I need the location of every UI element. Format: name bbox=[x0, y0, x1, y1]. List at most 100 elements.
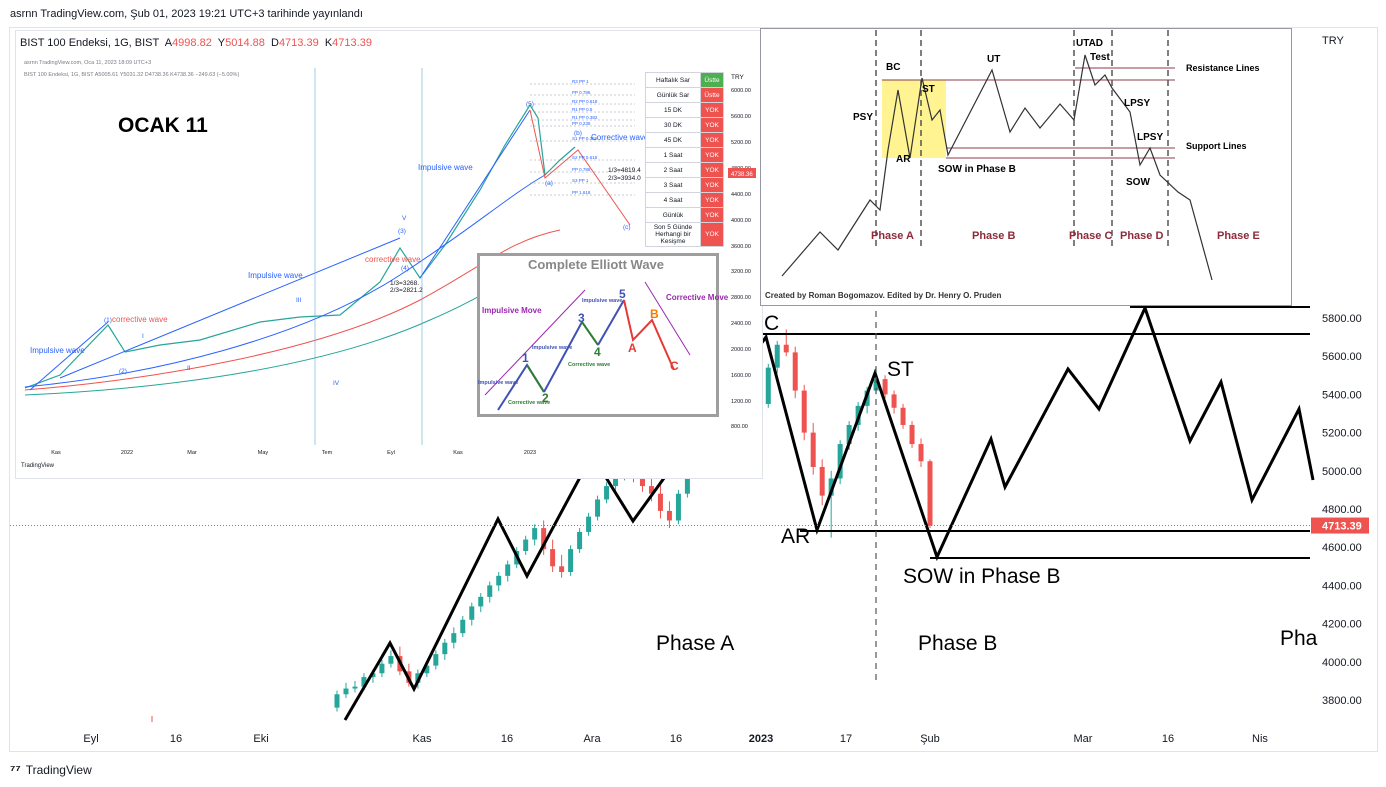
candle-body bbox=[334, 694, 340, 708]
signal-value: YOK bbox=[700, 192, 724, 208]
candle-body bbox=[379, 663, 385, 674]
x-tick-label: Kas bbox=[413, 733, 432, 745]
candle-body bbox=[828, 478, 834, 496]
candle-body bbox=[469, 606, 475, 620]
candle-body bbox=[801, 390, 807, 433]
candle-body bbox=[487, 585, 493, 597]
x-tick-label: 16 bbox=[1162, 733, 1174, 745]
signal-label: 45 DK bbox=[645, 132, 701, 148]
signal-label: 3 Saat bbox=[645, 177, 701, 193]
annotation-label: AR bbox=[781, 525, 810, 548]
candle-body bbox=[604, 486, 610, 500]
candle-body bbox=[361, 677, 367, 687]
candle-body bbox=[496, 575, 502, 586]
y-tick-label: 5000.00 bbox=[1322, 466, 1362, 478]
candle-body bbox=[837, 444, 843, 479]
candle-body bbox=[765, 367, 771, 404]
candle-body bbox=[783, 344, 789, 353]
published-caption: asrnn TradingView.com, Şub 01, 2023 19:2… bbox=[10, 8, 363, 20]
x-tick-label: 2023 bbox=[749, 733, 773, 745]
footer-brand[interactable]: TradingView bbox=[25, 762, 92, 777]
candle-body bbox=[541, 528, 547, 550]
candle-body bbox=[523, 539, 529, 552]
inset-symbol-line: BIST 100 Endeksi, 1G, BIST A4998.82 Y501… bbox=[20, 37, 372, 49]
candle-body bbox=[918, 444, 924, 462]
y-tick-label: 4200.00 bbox=[1322, 619, 1362, 631]
candle-body bbox=[532, 528, 538, 540]
signal-value: YOK bbox=[700, 132, 724, 148]
candle-body bbox=[810, 432, 816, 467]
candle-body bbox=[595, 499, 601, 517]
inset-subline-2: BIST 100 Endeksi, 1G, BIST A5005.61 Y503… bbox=[24, 72, 240, 78]
ohlc-h-label: Y bbox=[217, 37, 226, 49]
signal-row: Haftalık Sar Üstte bbox=[645, 72, 724, 88]
y-tick-label: 4400.00 bbox=[1322, 580, 1362, 592]
y-tick-label: 4800.00 bbox=[1322, 504, 1362, 516]
signal-label: 15 DK bbox=[645, 102, 701, 118]
chart-frame bbox=[9, 27, 1378, 752]
signal-row: Günlük YOK bbox=[645, 207, 724, 223]
candle-body bbox=[882, 379, 888, 395]
candle-body bbox=[909, 424, 915, 445]
candle-body bbox=[675, 493, 681, 521]
candle-body bbox=[900, 407, 906, 425]
signal-row: Son 5 Günde Herhangi bir Kesişme YOK bbox=[645, 222, 724, 247]
candle-body bbox=[352, 686, 358, 689]
x-tick-label: 17 bbox=[840, 733, 852, 745]
x-tick-label: Ara bbox=[583, 733, 601, 745]
inset-brand-label: TradingView bbox=[21, 463, 55, 469]
candle-body bbox=[846, 424, 852, 445]
candle-body bbox=[460, 619, 466, 634]
candle-body bbox=[451, 633, 457, 643]
signal-row: 2 Saat YOK bbox=[645, 162, 724, 178]
candle-body bbox=[586, 516, 592, 532]
y-tick-label: 4000.00 bbox=[1322, 657, 1362, 669]
y-tick-label: 4600.00 bbox=[1322, 542, 1362, 554]
x-tick-label: 16 bbox=[670, 733, 682, 745]
ohlc-open: 4998.82 bbox=[172, 37, 212, 49]
signal-value: YOK bbox=[700, 117, 724, 133]
signal-label: Günlük Sar bbox=[645, 87, 701, 103]
inset-brand: TradingView bbox=[21, 463, 54, 469]
signal-value: YOK bbox=[700, 207, 724, 223]
tradingview-logo-icon: ⁷⁷ bbox=[10, 762, 21, 777]
candle-body bbox=[388, 656, 394, 664]
candle-body bbox=[684, 465, 690, 494]
candle-body bbox=[370, 673, 376, 678]
signal-value: Üstte bbox=[700, 87, 724, 103]
annotation-label: Pha bbox=[1280, 627, 1318, 650]
annotation-label: SOW in Phase B bbox=[903, 565, 1061, 588]
x-tick-label: Eki bbox=[253, 733, 268, 745]
y-tick-label: 5200.00 bbox=[1322, 428, 1362, 440]
signal-value: YOK bbox=[700, 162, 724, 178]
ohlc-close: 4713.39 bbox=[332, 37, 372, 49]
candle-body bbox=[792, 352, 798, 391]
signal-value: YOK bbox=[700, 102, 724, 118]
signal-row: 3 Saat YOK bbox=[645, 177, 724, 193]
y-tick-label: 5600.00 bbox=[1322, 351, 1362, 363]
signal-row: 30 DK YOK bbox=[645, 117, 724, 133]
signal-value: Üstte bbox=[700, 72, 724, 88]
candle-body bbox=[478, 596, 484, 607]
candle-body bbox=[550, 549, 556, 567]
x-tick-label: Şub bbox=[920, 733, 940, 745]
signal-label: 1 Saat bbox=[645, 147, 701, 163]
x-tick-label: Nis bbox=[1252, 733, 1268, 745]
ohlc-l-label: D bbox=[270, 37, 279, 49]
candle-body bbox=[666, 510, 672, 521]
candle-body bbox=[873, 379, 879, 391]
candle-body bbox=[657, 493, 663, 511]
ohlc-o-label: A bbox=[164, 37, 173, 49]
signal-row: 4 Saat YOK bbox=[645, 192, 724, 208]
candle-body bbox=[639, 476, 645, 487]
ohlc-high: 5014.88 bbox=[225, 37, 265, 49]
signal-row: 45 DK YOK bbox=[645, 132, 724, 148]
candle-body bbox=[819, 466, 825, 496]
elliott-wave-inset bbox=[477, 253, 719, 417]
candle-body bbox=[424, 665, 430, 674]
currency-label: TRY bbox=[1322, 35, 1344, 47]
x-tick-label: 16 bbox=[170, 733, 182, 745]
last-price-label: 4713.39 bbox=[1322, 521, 1362, 533]
x-tick-label: 16 bbox=[501, 733, 513, 745]
